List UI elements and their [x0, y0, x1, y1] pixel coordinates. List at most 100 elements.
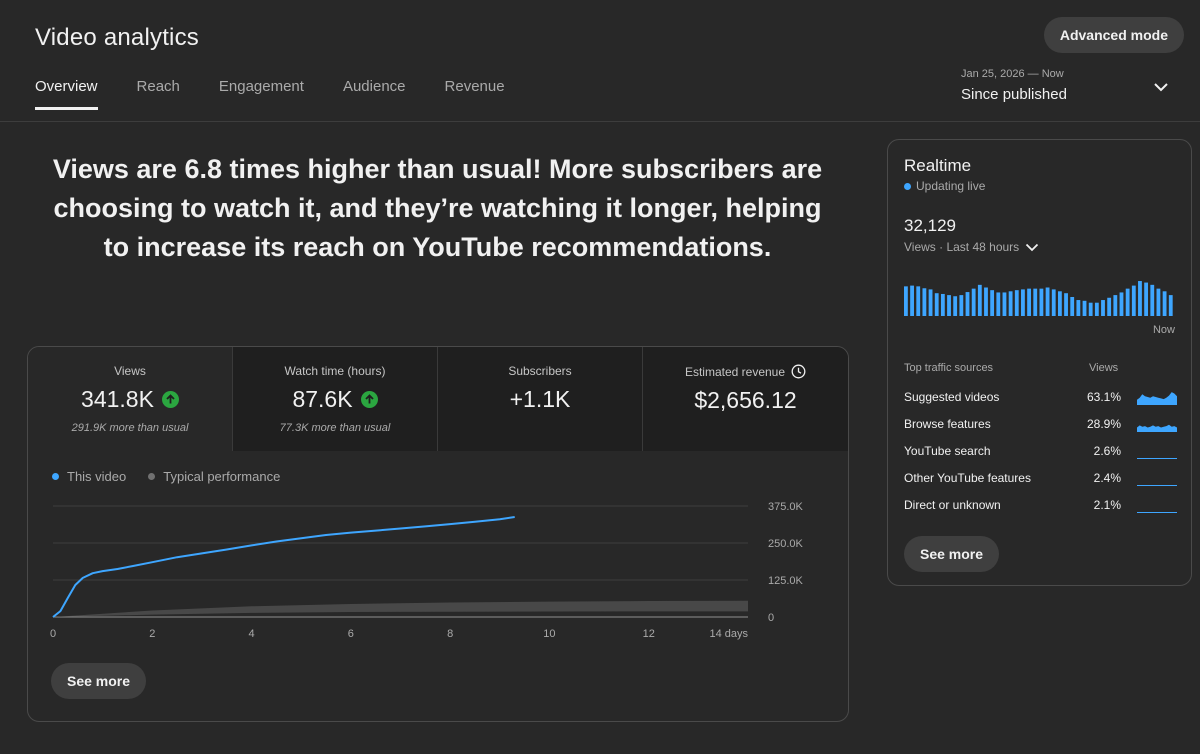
legend-dot — [148, 473, 156, 480]
x-tick-label: 6 — [348, 628, 354, 640]
metric-value-text: +1.1K — [509, 386, 571, 412]
metric-value: +1.1K — [438, 386, 642, 413]
metric-revenue[interactable]: Estimated revenue $2,656.12 — [643, 347, 848, 451]
date-range-label: Since published — [961, 86, 1067, 103]
sparkline-area — [1137, 424, 1177, 431]
tab-revenue[interactable]: Revenue — [444, 78, 505, 95]
y-tick-label: 250.0K — [768, 538, 804, 550]
traffic-sparkline — [1137, 424, 1177, 432]
metric-label-text: Estimated revenue — [684, 364, 786, 379]
metric-value: 341.8K — [28, 386, 232, 413]
legend-label: Typical performance — [163, 469, 281, 484]
traffic-sparkline — [1137, 512, 1177, 513]
tab-bar: Overview Reach Engagement Audience Reven… — [35, 78, 544, 110]
traffic-source-pct: 2.4% — [1093, 471, 1121, 485]
realtime-bar — [959, 295, 964, 316]
traffic-views-header: Views — [1089, 362, 1119, 374]
realtime-bar-chart — [904, 281, 1173, 316]
advanced-mode-button[interactable]: Advanced mode — [1043, 17, 1184, 53]
realtime-bar — [928, 289, 933, 316]
realtime-bar — [1144, 282, 1149, 316]
realtime-bar — [996, 292, 1001, 316]
y-tick-label: 125.0K — [768, 575, 804, 587]
realtime-bar — [922, 288, 927, 316]
realtime-bar — [965, 292, 970, 316]
traffic-source-pct: 28.9% — [1086, 417, 1121, 431]
realtime-bar — [1070, 297, 1075, 316]
realtime-bar — [1113, 295, 1118, 316]
date-range-selector[interactable]: Jan 25, 2026 — Now Since published — [961, 68, 1181, 103]
date-range-text: Jan 25, 2026 — Now — [961, 68, 1064, 80]
header: Video analytics Advanced mode Overview R… — [0, 0, 1200, 122]
realtime-bar — [1156, 288, 1161, 316]
chart-legend: This video Typical performance — [52, 469, 302, 484]
realtime-period-selector[interactable]: Views · Last 48 hours — [904, 240, 1039, 254]
realtime-bar — [940, 293, 945, 316]
traffic-source-name: Browse features — [904, 417, 991, 431]
realtime-bar — [916, 286, 921, 316]
x-tick-label: 4 — [249, 628, 255, 640]
traffic-source-name: Direct or unknown — [904, 498, 1001, 512]
realtime-bar — [990, 290, 995, 316]
views-line-chart: 0 125.0K 250.0K 375.0K 0 2 4 6 8 10 12 14 days — [50, 501, 804, 640]
metric-value-text: 341.8K — [81, 386, 154, 412]
realtime-bar — [1162, 291, 1167, 316]
y-tick-label: 375.0K — [768, 501, 804, 513]
traffic-sparkline — [1137, 485, 1177, 486]
realtime-bar — [1027, 288, 1031, 316]
realtime-bar — [953, 296, 958, 316]
realtime-bar — [910, 285, 914, 316]
metric-watch-time[interactable]: Watch time (hours) 87.6K 77.3K more than… — [233, 347, 438, 451]
realtime-bar — [1057, 291, 1062, 316]
tab-reach[interactable]: Reach — [136, 78, 180, 95]
metric-label: Views — [114, 364, 146, 378]
see-more-realtime-button[interactable]: See more — [904, 536, 1000, 572]
realtime-bar — [971, 288, 976, 316]
tab-audience[interactable]: Audience — [342, 78, 406, 95]
now-label: Now — [1152, 324, 1175, 336]
metric-value: 87.6K — [233, 386, 437, 413]
realtime-bar — [934, 293, 939, 316]
realtime-bar — [904, 286, 908, 316]
metric-subscribers[interactable]: Subscribers +1.1K — [438, 347, 643, 451]
realtime-bar — [1088, 302, 1093, 316]
page-title: Video analytics — [35, 24, 199, 51]
metric-value-text: $2,656.12 — [694, 387, 797, 413]
metric-value-text: 87.6K — [292, 386, 353, 412]
realtime-bar — [1076, 300, 1081, 316]
traffic-source-name: YouTube search — [904, 444, 991, 458]
traffic-source-row: Direct or unknown 2.1% — [904, 496, 1177, 523]
chevron-down-icon — [1154, 83, 1168, 92]
traffic-source-row: Suggested videos 63.1% — [904, 388, 1177, 415]
realtime-bar — [1082, 300, 1087, 316]
realtime-bar — [1039, 288, 1044, 316]
traffic-sparkline — [1137, 392, 1177, 405]
realtime-bar — [1045, 287, 1050, 316]
realtime-bar — [1064, 293, 1068, 316]
metric-views[interactable]: Views 341.8K 291.9K more than usual — [28, 347, 233, 451]
this-video-line — [52, 516, 515, 618]
tab-engagement[interactable]: Engagement — [218, 78, 304, 95]
legend-typical: Typical performance — [148, 469, 280, 484]
realtime-bar — [1094, 302, 1099, 316]
tab-overview[interactable]: Overview — [35, 78, 98, 110]
metric-note: 77.3K more than usual — [279, 422, 391, 434]
x-tick-label: 10 — [543, 628, 555, 640]
traffic-sources-list: Suggested videos 63.1% Browse features 28.9… — [904, 388, 1177, 523]
metric-value: $2,656.12 — [643, 387, 848, 414]
traffic-sparkline — [1137, 458, 1177, 459]
traffic-source-row: YouTube search 2.6% — [904, 442, 1177, 469]
legend-dot — [52, 473, 59, 480]
typical-performance-band — [53, 600, 748, 617]
realtime-bar — [1021, 289, 1025, 316]
y-tick-label: 0 — [768, 612, 774, 624]
metrics-card: Views 341.8K 291.9K more than usual Watc… — [27, 346, 849, 722]
chevron-down-icon — [1026, 243, 1039, 251]
see-more-button[interactable]: See more — [51, 663, 147, 699]
legend-this-video: This video — [52, 469, 126, 484]
realtime-bar — [1125, 288, 1130, 316]
x-tick-label: 12 — [643, 628, 655, 640]
realtime-bar — [1107, 297, 1112, 316]
metric-label: Watch time (hours) — [284, 364, 386, 378]
realtime-count: 32,129 — [904, 216, 956, 235]
